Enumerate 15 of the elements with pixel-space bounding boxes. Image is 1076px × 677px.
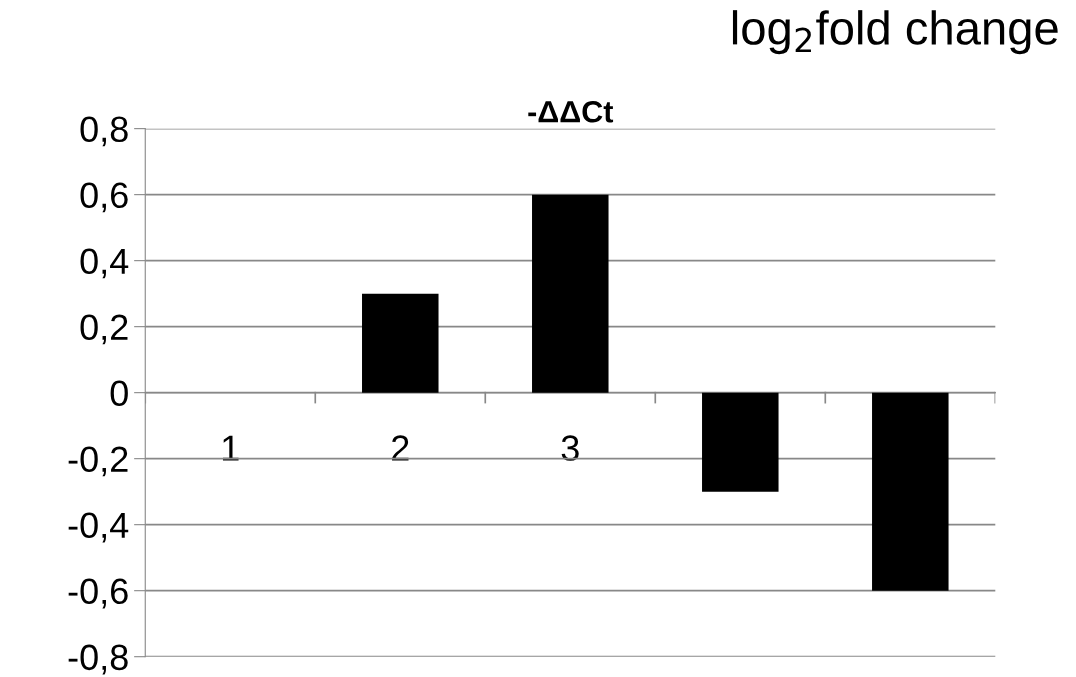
bar	[532, 194, 609, 393]
y-tick-label: 0,8	[80, 116, 128, 147]
y-tick-label: 0,6	[80, 182, 128, 213]
y-tick-label: 0,4	[80, 248, 129, 279]
y-tick-label: -0,2	[68, 446, 128, 477]
chart-title: -ΔΔCt	[528, 100, 614, 123]
y-tick-label: 0	[110, 380, 128, 407]
y-tick-label: 0,2	[80, 314, 128, 345]
y-tick-label: -0,8	[68, 644, 128, 675]
text: log$_{2}$fold change	[732, 10, 1058, 55]
y-tick-label: -0,4	[68, 512, 129, 543]
y-tick-label: -0,6	[68, 578, 128, 609]
bar	[872, 392, 949, 591]
bar	[362, 293, 439, 393]
bar	[702, 392, 779, 492]
